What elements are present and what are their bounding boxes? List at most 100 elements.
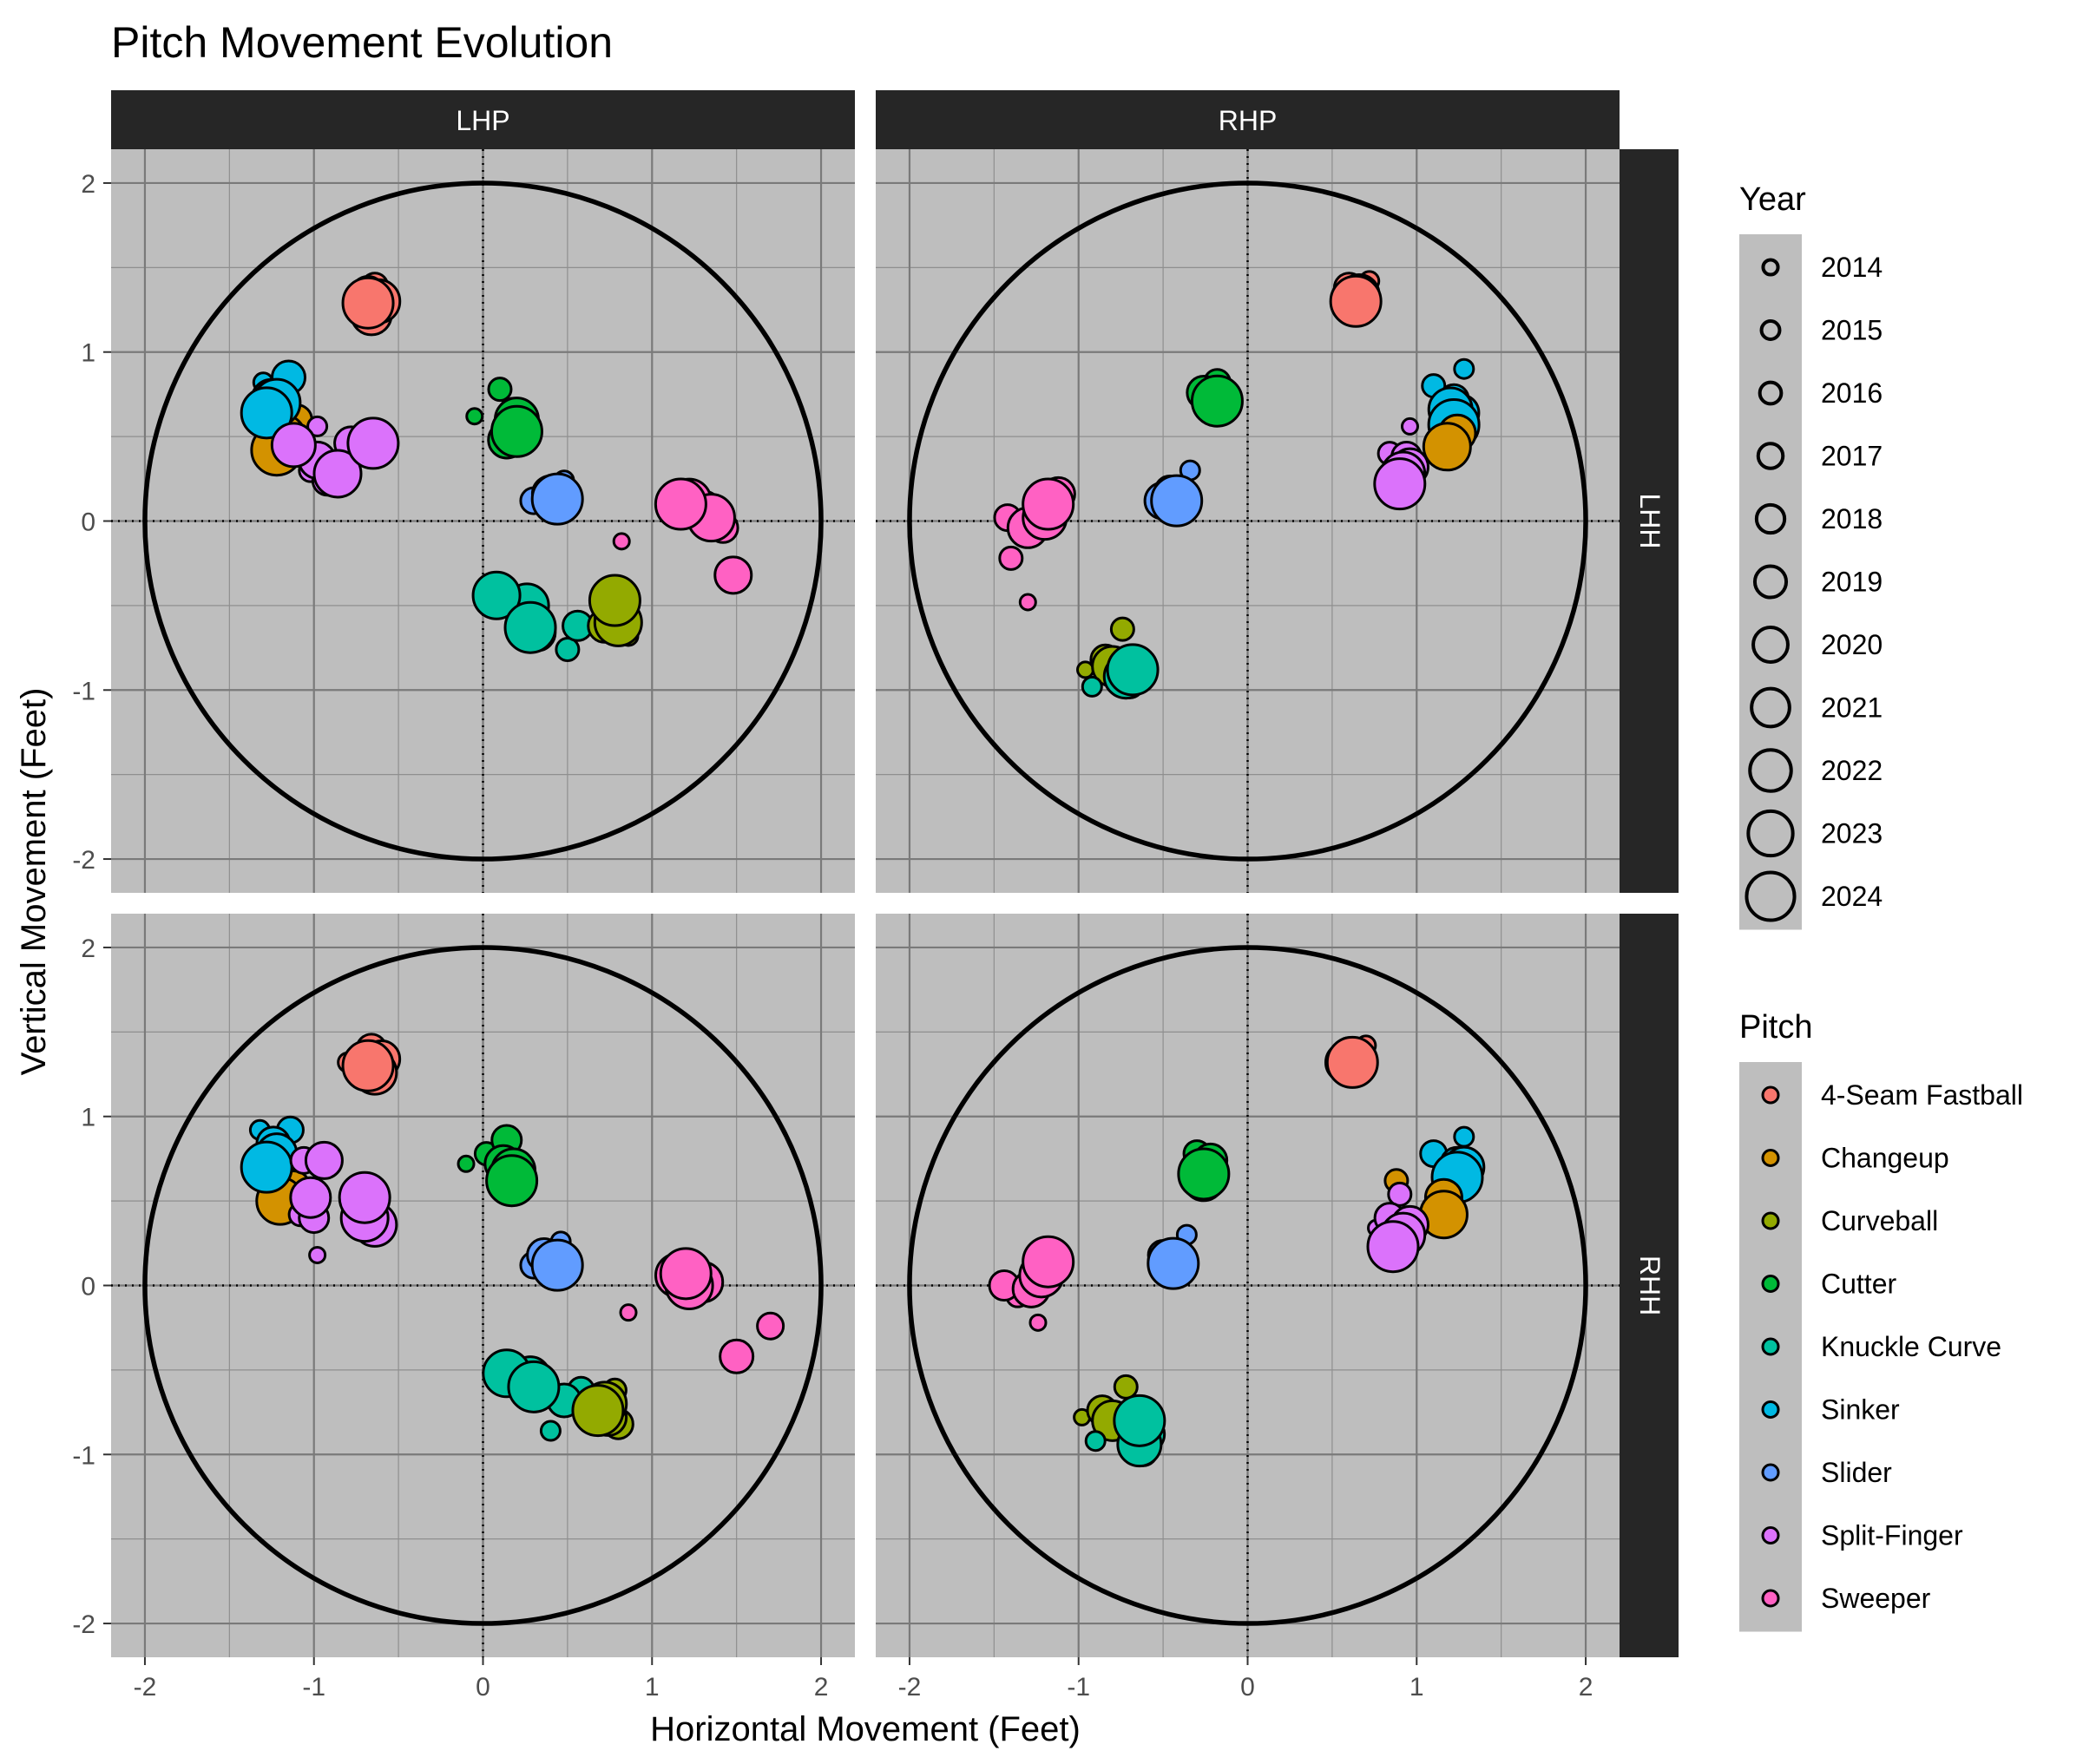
x-tick-label: 1	[1409, 1673, 1424, 1702]
y-tick-label: 1	[81, 1104, 95, 1132]
year-legend-label: 2015	[1821, 315, 1883, 346]
pitch-legend-key	[1761, 1400, 1780, 1419]
pitch-legend-key	[1761, 1526, 1780, 1544]
data-point	[571, 1384, 625, 1438]
data-point	[490, 404, 543, 458]
y-tick-label: -1	[72, 677, 95, 705]
data-point	[612, 532, 631, 551]
data-point	[1113, 1393, 1166, 1447]
year-legend-key	[1752, 564, 1789, 600]
pitch-legend-label: Slider	[1821, 1457, 1892, 1488]
year-legend-key	[1745, 870, 1797, 922]
pitch-legend: Pitch 4-Seam Fastball Changeup Curveball Cu…	[1739, 1009, 2023, 1632]
data-point	[1177, 1147, 1231, 1201]
x-tick-label: -2	[134, 1673, 157, 1702]
data-point	[1453, 357, 1475, 380]
chart-title: Pitch Movement Evolution	[111, 18, 613, 67]
year-legend-label: 2018	[1821, 503, 1883, 534]
reference-circle	[907, 945, 1588, 1626]
data-point	[1366, 1220, 1420, 1274]
data-point	[530, 472, 584, 526]
y-tick-label: 0	[81, 508, 95, 537]
y-tick-label: 2	[81, 934, 95, 963]
pitch-legend-label: Sweeper	[1821, 1583, 1931, 1614]
pitch-legend-key	[1761, 1211, 1780, 1230]
data-point	[457, 1154, 476, 1173]
y-tick-label: -1	[72, 1441, 95, 1470]
facet-panels: LHP RHP LHH RHH -2 -1 0 1 2 -2 -1 0 1 2 -2 -1 0 1 2 -2 -1 0 1 2	[72, 90, 1679, 1702]
data-point	[659, 1247, 713, 1301]
x-tick-label: 1	[645, 1673, 660, 1702]
data-point	[240, 386, 293, 440]
year-legend-key-background	[1739, 234, 1802, 930]
x-tick-label: -1	[1067, 1673, 1090, 1702]
data-point	[346, 416, 400, 470]
year-legend-label: 2021	[1821, 692, 1883, 724]
reference-circle	[907, 180, 1588, 862]
data-point	[1109, 616, 1135, 642]
pitch-legend-label: 4-Seam Fastball	[1821, 1079, 2023, 1111]
data-point	[1147, 1236, 1200, 1290]
year-legend-key	[1750, 686, 1791, 729]
data-point	[270, 422, 317, 469]
data-point	[338, 1171, 391, 1224]
pitch-legend-key	[1761, 1463, 1780, 1482]
data-point	[289, 1176, 332, 1219]
year-legend-label: 2014	[1821, 252, 1883, 283]
year-legend-label: 2024	[1821, 881, 1883, 912]
data-point	[1022, 1235, 1075, 1289]
panel-lhp-rhh: -2 -1 0 1 2 -2 -1 0 1 2	[72, 914, 855, 1702]
x-tick-label: -2	[898, 1673, 922, 1702]
y-tick-label: 2	[81, 170, 95, 199]
x-tick-label: 2	[814, 1673, 829, 1702]
year-legend-key	[1754, 502, 1787, 535]
year-legend-key	[1758, 380, 1784, 406]
x-axis-title: Horizontal Movement (Feet)	[650, 1710, 1081, 1748]
data-point	[1106, 643, 1160, 697]
data-point	[1150, 474, 1204, 528]
data-point	[1084, 1430, 1107, 1453]
facet-strip-label: LHP	[456, 105, 509, 136]
pitch-legend-label: Split-Finger	[1821, 1520, 1963, 1551]
data-point	[306, 415, 329, 437]
data-point	[341, 1039, 395, 1092]
data-point	[1028, 1313, 1048, 1332]
data-point	[1373, 457, 1427, 511]
data-point	[507, 1360, 561, 1413]
x-tick-label: -1	[302, 1673, 325, 1702]
facet-strip-rhh	[1620, 914, 1679, 1657]
data-point	[719, 1338, 755, 1374]
data-point	[654, 477, 707, 531]
data-point	[1018, 593, 1037, 612]
data-point	[1325, 1035, 1379, 1089]
data-point	[713, 555, 753, 595]
year-legend-key	[1746, 809, 1795, 858]
x-tick-label: 0	[1240, 1673, 1255, 1702]
panel-rhp-rhh: -2 -1 0 1 2	[876, 914, 1620, 1702]
pitch-legend-label: Cutter	[1821, 1269, 1896, 1300]
year-legend-label: 2017	[1821, 441, 1883, 472]
facet-strip-label: RHP	[1219, 105, 1278, 136]
data-point	[308, 1245, 327, 1264]
data-point	[341, 276, 395, 330]
year-legend-title: Year	[1739, 181, 1806, 218]
x-tick-label: 2	[1579, 1673, 1593, 1702]
data-point	[1081, 675, 1103, 698]
year-legend-key	[1748, 748, 1793, 793]
reference-circle	[142, 945, 824, 1626]
data-point	[1190, 374, 1244, 428]
data-point	[485, 1154, 539, 1208]
data-point	[471, 570, 522, 620]
facet-strip-rhp	[876, 90, 1620, 149]
pitch-legend-key	[1761, 1337, 1780, 1356]
year-legend-label: 2016	[1821, 377, 1883, 409]
data-point	[240, 1140, 293, 1194]
data-point	[1113, 1374, 1139, 1400]
year-legend-label: 2023	[1821, 818, 1883, 849]
data-point	[998, 545, 1024, 571]
data-point	[530, 1238, 584, 1292]
y-tick-label: 0	[81, 1273, 95, 1302]
data-point	[1422, 422, 1472, 472]
y-tick-label: -2	[72, 1610, 95, 1639]
